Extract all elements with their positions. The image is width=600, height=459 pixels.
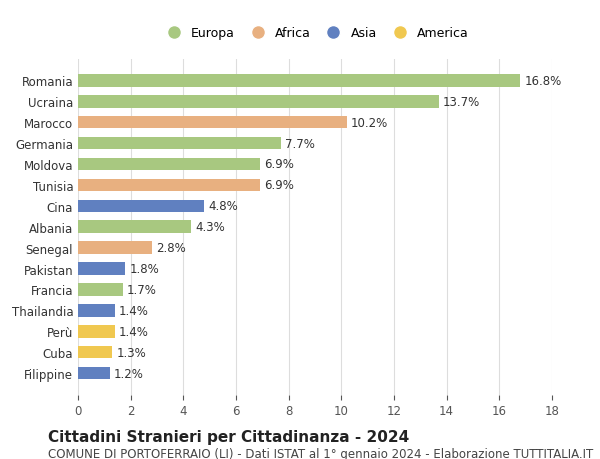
Text: 1.2%: 1.2% <box>113 367 143 380</box>
Text: 2.8%: 2.8% <box>155 241 185 255</box>
Text: 1.4%: 1.4% <box>119 304 149 317</box>
Bar <box>78 367 110 380</box>
Text: 6.9%: 6.9% <box>263 158 293 171</box>
Text: 4.3%: 4.3% <box>195 221 225 234</box>
Bar <box>78 263 125 275</box>
Bar <box>78 75 520 87</box>
Text: 1.7%: 1.7% <box>127 283 157 296</box>
Text: Cittadini Stranieri per Cittadinanza - 2024: Cittadini Stranieri per Cittadinanza - 2… <box>48 429 409 444</box>
Legend: Europa, Africa, Asia, America: Europa, Africa, Asia, America <box>156 22 474 45</box>
Bar <box>78 138 281 150</box>
Text: 1.3%: 1.3% <box>116 346 146 359</box>
Text: 13.7%: 13.7% <box>443 95 480 108</box>
Text: 7.7%: 7.7% <box>285 137 314 150</box>
Text: 16.8%: 16.8% <box>524 75 562 88</box>
Text: 1.8%: 1.8% <box>130 263 159 275</box>
Bar <box>78 325 115 338</box>
Bar <box>78 346 112 358</box>
Bar <box>78 117 347 129</box>
Text: 1.4%: 1.4% <box>119 325 149 338</box>
Text: 10.2%: 10.2% <box>350 117 388 129</box>
Bar <box>78 158 260 171</box>
Bar <box>78 200 205 213</box>
Bar <box>78 96 439 108</box>
Bar <box>78 221 191 234</box>
Bar <box>78 304 115 317</box>
Bar <box>78 242 152 254</box>
Text: COMUNE DI PORTOFERRAIO (LI) - Dati ISTAT al 1° gennaio 2024 - Elaborazione TUTTI: COMUNE DI PORTOFERRAIO (LI) - Dati ISTAT… <box>48 448 593 459</box>
Text: 4.8%: 4.8% <box>208 200 238 213</box>
Text: 6.9%: 6.9% <box>263 179 293 192</box>
Bar <box>78 179 260 192</box>
Bar <box>78 284 123 296</box>
